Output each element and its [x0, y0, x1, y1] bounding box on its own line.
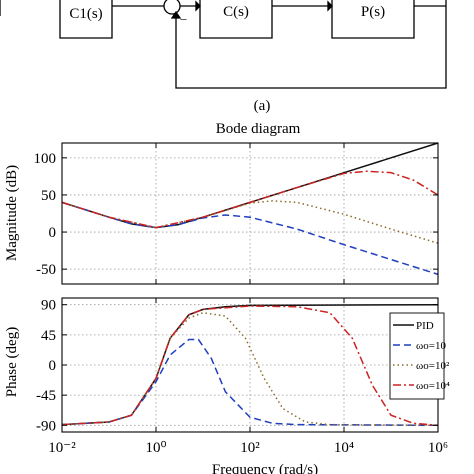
legend-label-3: ωo=10⁴: [416, 380, 450, 392]
legend-label-1: ωo=10: [416, 340, 446, 352]
magnitude-plot: 100 50 0 -50: [34, 142, 439, 285]
series-line-1: [61, 201, 439, 276]
block-p: [331, 0, 415, 39]
block-c: [199, 0, 273, 39]
y-tick-label: -50: [36, 262, 56, 278]
series-line-3: [61, 170, 439, 229]
summing-junction: [163, 0, 181, 15]
phase-ylabel: Phase (deg): [4, 327, 20, 397]
caption-a: (a): [254, 98, 271, 114]
block-c1: [59, 0, 113, 39]
phase-plot: 90 45 0 -45 -90 10⁻² 10⁰ 10² 10⁴ 10⁶: [36, 297, 448, 456]
chart-title: Bode diagram: [216, 121, 301, 137]
series-line-3: [61, 305, 439, 427]
legend-label-2: ωo=10²: [416, 360, 450, 372]
legend-label-0: PID: [416, 320, 434, 332]
y-tick-label: 0: [49, 225, 57, 241]
feedback-path: [175, 0, 447, 89]
frequency-xlabel: Frequency (rad/s): [212, 462, 318, 474]
x-tick-label: 10⁻²: [48, 440, 76, 456]
x-tick-label: 10²: [240, 440, 260, 456]
x-tick-label: 10⁰: [145, 440, 166, 456]
feedback-arrowhead: [170, 10, 182, 19]
x-tick-label: 10⁶: [428, 440, 448, 456]
block-p-label: P(s): [361, 4, 385, 20]
legend: PID ωo=10 ωo=10² ωo=10⁴: [389, 312, 450, 400]
y-tick-label: 100: [34, 151, 57, 167]
y-tick-label: 45: [41, 328, 56, 344]
magnitude-ylabel: Magnitude (dB): [4, 165, 20, 261]
y-tick-label: 90: [41, 298, 56, 314]
series-line-2: [61, 200, 439, 244]
block-c1-label: C1(s): [69, 6, 102, 22]
y-tick-label: -90: [36, 418, 56, 434]
y-tick-label: 50: [41, 188, 56, 204]
y-tick-label: 0: [49, 358, 57, 374]
block-diagram: C1(s) − C(s) P(s): [0, 0, 447, 89]
plant-arrowhead: [327, 0, 333, 12]
series-line-2: [61, 311, 439, 427]
minus-sign: −: [180, 12, 187, 27]
block-c-label: C(s): [223, 4, 249, 20]
forward-arrowhead: [195, 0, 201, 12]
x-tick-label: 10⁴: [334, 440, 354, 456]
y-tick-label: -45: [36, 388, 56, 404]
